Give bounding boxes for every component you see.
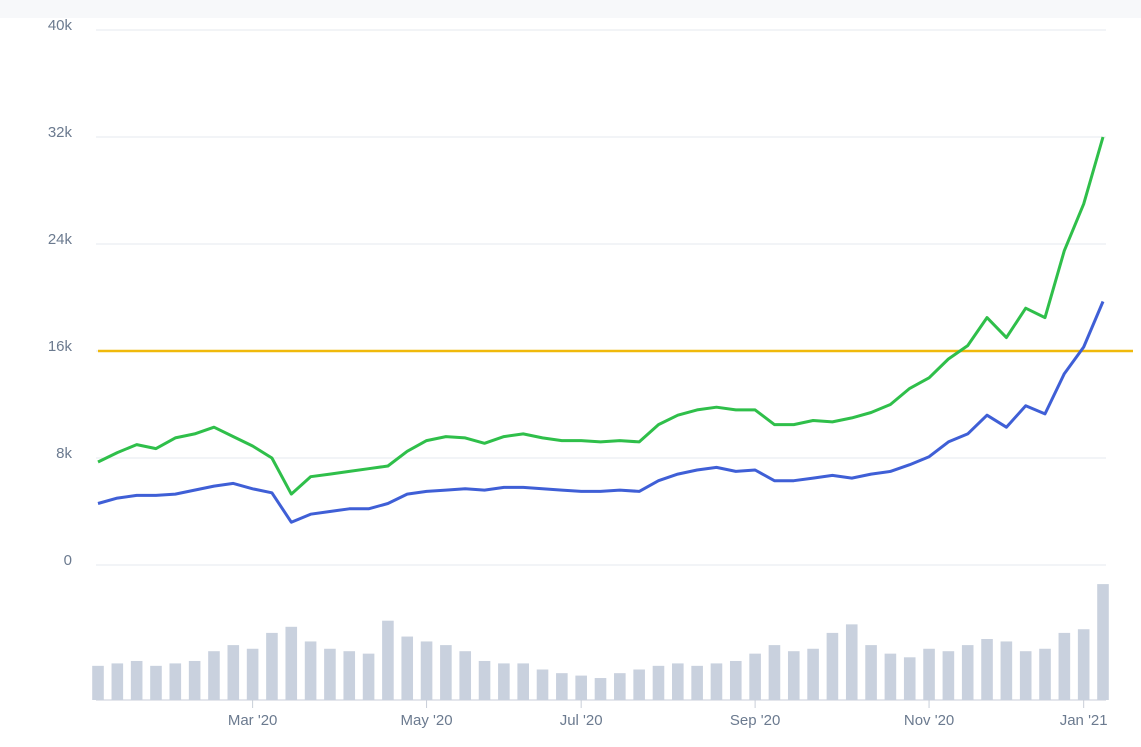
volume-bar (556, 673, 568, 700)
y-tick-label: 32k (48, 124, 73, 141)
volume-bar (749, 653, 761, 700)
volume-bar (304, 641, 317, 700)
series-line (97, 136, 1105, 496)
y-tick-label: 16k (48, 338, 73, 355)
volume-bar (594, 678, 607, 700)
y-tick-label: 0 (64, 552, 72, 569)
volume-bar (768, 645, 781, 700)
volume-bar (672, 663, 684, 700)
volume-bar (826, 632, 839, 700)
volume-bar (845, 624, 858, 700)
x-tick-label: Nov '20 (904, 712, 954, 729)
volume-bar (729, 660, 742, 700)
volume-bar (420, 641, 433, 700)
volume-bar (440, 645, 452, 700)
volume-bar (961, 645, 974, 700)
volume-bar (111, 663, 124, 700)
volume-bar (865, 645, 877, 700)
volume-bar (710, 663, 723, 700)
x-tick-label: Jan '21 (1060, 712, 1108, 729)
volume-bar (1039, 648, 1051, 700)
volume-bar (942, 651, 955, 700)
volume-bar (1058, 632, 1071, 700)
volume-bar (652, 665, 665, 700)
volume-bar (923, 648, 935, 700)
volume-bar (1019, 651, 1032, 700)
volume-bar (575, 675, 587, 700)
volume-bar (227, 645, 240, 700)
volume-bar (401, 636, 414, 700)
volume-bar (285, 626, 298, 700)
volume-bar (633, 669, 645, 700)
volume-bar (208, 651, 220, 700)
x-tick-label: Mar '20 (228, 712, 278, 729)
volume-bar (362, 653, 375, 700)
volume-bar (884, 653, 897, 700)
volume-bar (343, 651, 356, 700)
x-tick-label: May '20 (401, 712, 453, 729)
y-tick-label: 24k (48, 231, 73, 248)
volume-bar (130, 660, 143, 700)
volume-bar (691, 665, 703, 700)
volume-bar (981, 639, 993, 700)
x-tick-label: Jul '20 (560, 712, 603, 729)
volume-bar (266, 632, 278, 700)
volume-bar (92, 665, 104, 700)
volume-bar (459, 651, 472, 700)
volume-bar (807, 648, 819, 700)
y-tick-label: 40k (48, 17, 73, 34)
volume-bar (903, 657, 916, 700)
volume-bar (150, 665, 162, 700)
top-bar (0, 0, 1141, 18)
volume-bar (498, 663, 510, 700)
volume-bar (536, 669, 549, 700)
volume-bar (1077, 629, 1090, 700)
volume-bar (246, 648, 259, 700)
volume-bar (382, 620, 394, 700)
y-tick-label: 8k (56, 445, 72, 462)
series-line (97, 300, 1105, 524)
x-tick-label: Sep '20 (730, 712, 780, 729)
volume-bar (517, 663, 529, 700)
volume-bar (324, 648, 336, 700)
volume-bar (169, 663, 182, 700)
volume-bar (1000, 641, 1013, 700)
volume-bar (1097, 584, 1109, 700)
volume-bar (478, 660, 491, 700)
volume-bar (614, 673, 626, 700)
volume-bar (188, 660, 201, 700)
volume-bar (787, 651, 800, 700)
